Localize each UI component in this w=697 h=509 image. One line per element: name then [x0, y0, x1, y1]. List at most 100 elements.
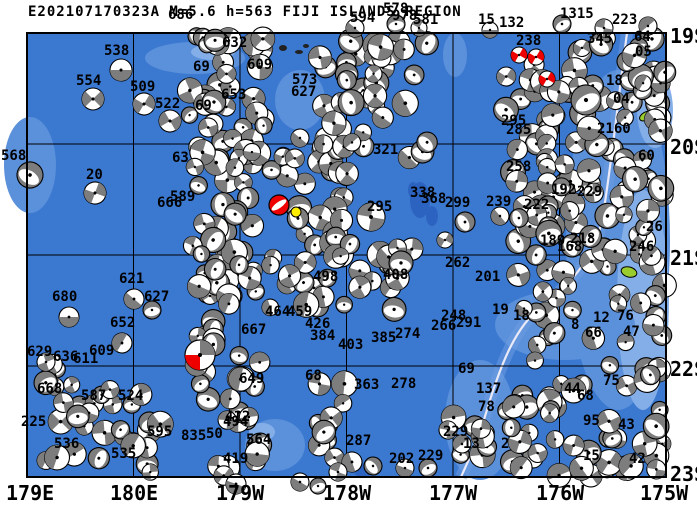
focal-mechanism	[217, 410, 237, 430]
focal-mechanism	[203, 28, 227, 52]
depth-label: 554	[76, 73, 101, 89]
highlighted-event-mechanism	[268, 194, 290, 216]
focal-mechanism	[572, 38, 592, 58]
depth-label: 201	[475, 269, 500, 285]
island	[620, 266, 638, 278]
depth-label: 266	[431, 318, 456, 334]
focal-mechanism-red	[527, 48, 545, 66]
depth-label: 60	[638, 148, 655, 164]
focal-mechanism	[646, 459, 667, 480]
focal-mechanism	[234, 173, 253, 192]
islet	[279, 45, 287, 51]
depth-label: 509	[130, 79, 155, 95]
focal-mechanism	[367, 33, 394, 61]
focal-mechanism	[642, 412, 670, 440]
depth-label: 368	[421, 191, 446, 207]
depth-label: 95	[583, 413, 600, 429]
focal-mechanism	[596, 408, 622, 434]
depth-label: 538	[104, 43, 129, 59]
depth-label: 04	[613, 91, 630, 107]
focal-mechanism	[416, 131, 438, 154]
lat-label: 23S	[670, 462, 697, 486]
depth-label: 667	[241, 322, 266, 338]
depth-label: 43	[618, 417, 635, 433]
focal-mechanism	[186, 274, 212, 299]
islet	[295, 50, 303, 54]
depth-label: 05	[635, 44, 652, 60]
focal-mechanism	[642, 313, 665, 337]
focal-mechanism	[337, 89, 365, 117]
depth-label: 494	[223, 414, 248, 430]
depth-label: 18	[513, 308, 530, 324]
focal-mechanism	[371, 106, 394, 129]
focal-mechanism	[65, 404, 90, 429]
focal-mechanism	[248, 351, 271, 374]
depth-label: 636	[53, 349, 78, 365]
depth-label: 223	[612, 12, 637, 28]
focal-mechanism	[229, 345, 249, 366]
bathymetry-patch	[275, 70, 325, 130]
focal-mechanism	[588, 32, 614, 57]
focal-mechanism	[142, 300, 162, 320]
depth-label: 262	[445, 255, 470, 271]
focal-mechanism	[381, 296, 407, 322]
depth-label: 239	[486, 194, 511, 210]
focal-mechanism	[83, 181, 107, 205]
focal-mechanism	[189, 139, 216, 166]
focal-mechanism	[246, 53, 274, 81]
focal-mechanism	[527, 443, 548, 464]
depth-label: 15	[583, 448, 600, 464]
depth-label: 229	[418, 448, 443, 464]
bathymetry-patch	[443, 33, 467, 77]
focal-mechanism	[615, 206, 633, 224]
focal-mechanism	[123, 288, 145, 310]
focal-mechanism	[436, 231, 454, 249]
focal-mechanism	[364, 64, 383, 83]
focal-mechanism	[111, 332, 133, 354]
lat-label: 20S	[670, 135, 697, 159]
depth-label: 668	[37, 381, 62, 397]
focal-mechanism	[496, 66, 517, 87]
focal-mechanism	[490, 206, 510, 226]
depth-label: 218	[570, 231, 595, 247]
focal-mechanism	[525, 244, 547, 266]
depth-label: 18	[606, 73, 623, 89]
focal-mechanism	[502, 395, 526, 419]
focal-mechanism	[33, 370, 59, 396]
islet	[303, 44, 309, 48]
focal-mechanism-red	[510, 46, 528, 64]
focal-mechanism	[509, 456, 533, 480]
focal-mechanism	[332, 247, 350, 265]
depth-label: 63	[172, 150, 189, 166]
depth-label: 26	[646, 219, 663, 235]
focal-mechanism	[609, 184, 634, 210]
focal-mechanism	[545, 430, 565, 449]
focal-mechanism	[335, 295, 353, 314]
focal-mechanism	[528, 335, 547, 355]
depth-label: 686	[168, 7, 193, 23]
depth-label: 609	[89, 343, 114, 359]
depth-label: 652	[110, 315, 135, 331]
lon-label: 175W	[640, 481, 689, 505]
focal-mechanism	[331, 370, 358, 398]
focal-mechanism	[44, 444, 71, 471]
depth-label: 44	[564, 381, 581, 397]
focal-mechanism	[594, 202, 621, 229]
focal-mechanism	[129, 383, 153, 406]
focal-mechanism	[356, 202, 386, 232]
focal-mechanism	[244, 441, 270, 467]
depth-label: 581	[413, 12, 438, 28]
depth-label: 835	[181, 428, 206, 444]
depth-label: 222	[524, 197, 549, 213]
focal-mechanism	[120, 433, 146, 459]
depth-label: 229	[443, 424, 468, 440]
focal-mechanism	[509, 208, 529, 228]
focal-mechanism	[635, 198, 661, 223]
depth-label: 69	[458, 361, 475, 377]
focal-mechanism	[583, 182, 604, 204]
focal-mechanism	[640, 364, 661, 386]
depth-label: 47	[623, 324, 640, 340]
depth-label: 50	[206, 426, 223, 442]
focal-mechanism	[543, 322, 566, 345]
depth-label: 295	[367, 199, 392, 215]
